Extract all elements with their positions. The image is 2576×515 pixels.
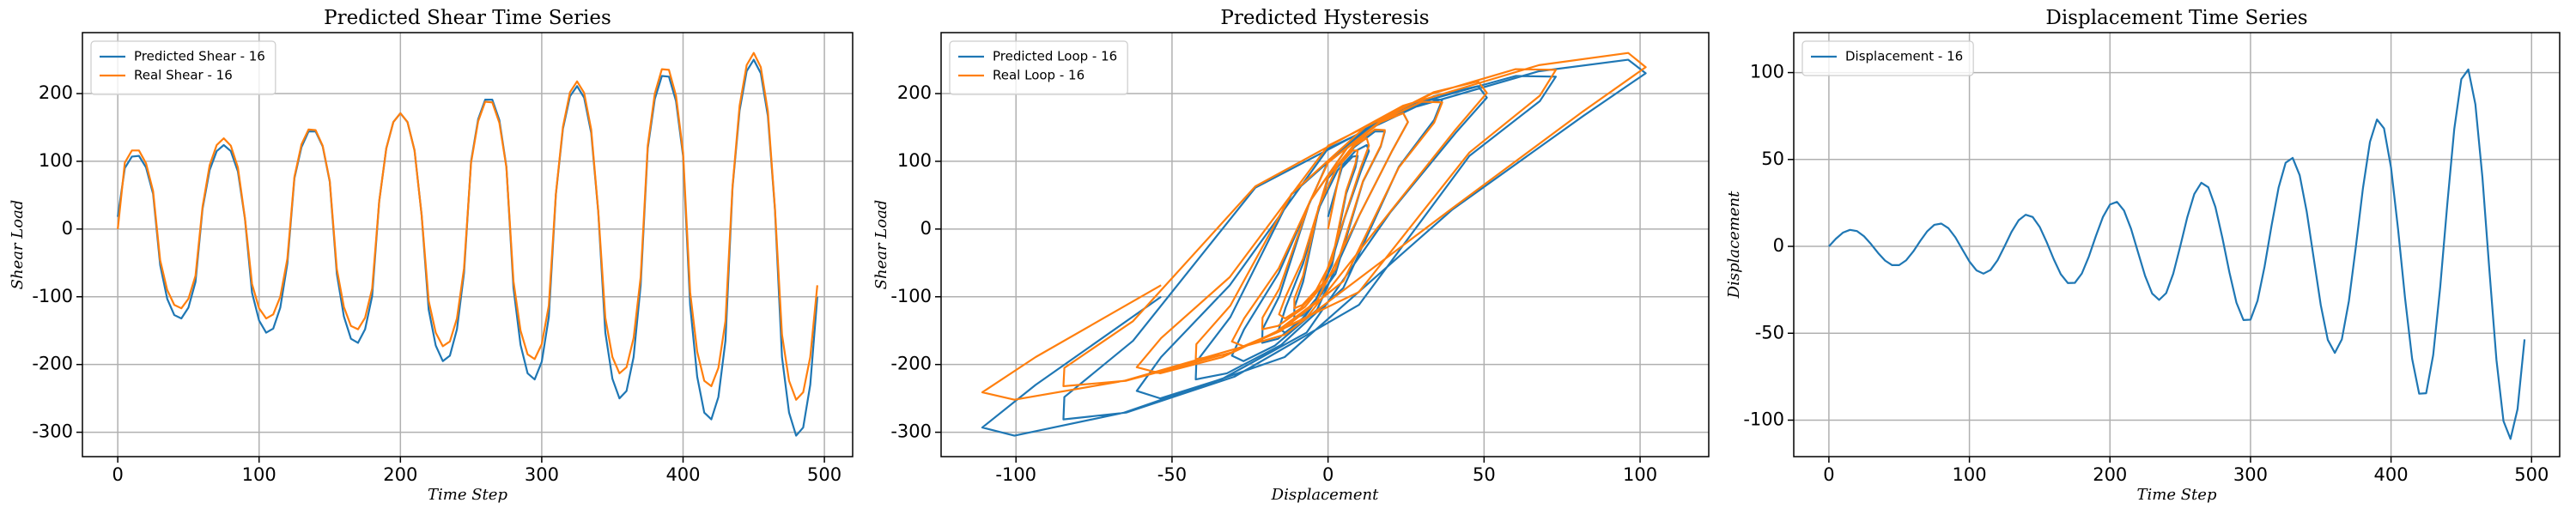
series-line (1828, 68, 2526, 440)
y-tick-label: 100 (897, 150, 932, 171)
y-tick-label: -100 (1743, 409, 1784, 429)
plot-area (1794, 33, 2560, 457)
legend: Displacement - 16 (1801, 40, 1974, 76)
y-tick-label: 100 (39, 150, 73, 171)
x-axis-label: Time Step (428, 486, 507, 504)
y-tick-label: 0 (920, 218, 932, 239)
y-tick-label: -300 (32, 421, 73, 442)
x-tick-label: -100 (995, 464, 1036, 485)
chart-title: Displacement Time Series (2045, 7, 2307, 29)
legend: Predicted Shear - 16 Real Shear - 16 (90, 40, 276, 95)
x-tick-label: -50 (1157, 464, 1187, 485)
panel: -100 -50 0 50 100 -300 -200 -100 0 100 200 Predicte… (872, 7, 1710, 504)
legend-label: Predicted Loop - 16 (993, 49, 1117, 64)
legend: Predicted Loop - 16 Real Loop - 16 (949, 40, 1128, 95)
plot-area (82, 33, 853, 457)
y-tick-label: -200 (890, 354, 932, 374)
chart-title: Predicted Shear Time Series (324, 7, 611, 29)
legend-label: Real Loop - 16 (993, 68, 1084, 83)
x-tick-label: 50 (1473, 464, 1496, 485)
x-tick-label: 100 (1623, 464, 1657, 485)
x-tick-label: 100 (242, 464, 276, 485)
x-tick-label: 0 (1823, 464, 1834, 485)
axes-frame (1793, 32, 2561, 457)
x-tick-label: 400 (665, 464, 700, 485)
legend-box (90, 40, 276, 95)
y-axis-label: Displacement (1725, 191, 1743, 299)
legend-label: Predicted Shear - 16 (134, 49, 265, 64)
chart-title: Predicted Hysteresis (1220, 7, 1429, 29)
y-tick-label: -100 (890, 286, 932, 306)
panel: 0 100 200 300 400 500 -100 -50 0 50 100 Displacemen… (1725, 7, 2561, 504)
x-tick-label: 0 (112, 464, 123, 485)
panel: 0 100 200 300 400 500 -300 -200 -100 0 100 200 Predi… (9, 7, 854, 504)
y-tick-label: 100 (1750, 62, 1784, 82)
x-tick-label: 200 (383, 464, 417, 485)
y-axis-label: Shear Load (872, 200, 890, 290)
y-tick-label: -300 (890, 421, 932, 442)
x-axis-label: Displacement (1271, 486, 1379, 504)
x-tick-label: 0 (1322, 464, 1334, 485)
legend-label: Displacement - 16 (1845, 49, 1963, 64)
axes-frame (82, 32, 854, 457)
legend-box (1801, 40, 1974, 76)
y-axis-label: Shear Load (9, 200, 27, 290)
series-line (117, 52, 818, 401)
legend-label: Real Shear - 16 (134, 68, 233, 83)
y-tick-label: 0 (1773, 235, 1784, 256)
x-tick-label: 400 (2374, 464, 2409, 485)
y-tick-label: 0 (62, 218, 73, 239)
x-axis-label: Time Step (2137, 486, 2217, 504)
y-tick-label: 200 (897, 82, 932, 103)
x-tick-label: 300 (525, 464, 559, 485)
y-tick-label: -200 (32, 354, 73, 374)
x-tick-label: 200 (2093, 464, 2127, 485)
x-tick-label: 500 (2514, 464, 2549, 485)
y-tick-label: 50 (1761, 148, 1784, 169)
y-tick-label: -100 (32, 286, 73, 306)
y-tick-label: 200 (39, 82, 73, 103)
x-tick-label: 300 (2233, 464, 2268, 485)
series-line (981, 52, 1647, 401)
x-tick-label: 100 (1953, 464, 1987, 485)
y-tick-label: -50 (1755, 322, 1784, 342)
axes-frame (940, 32, 1710, 457)
legend-box (949, 40, 1128, 95)
x-tick-label: 500 (807, 464, 841, 485)
